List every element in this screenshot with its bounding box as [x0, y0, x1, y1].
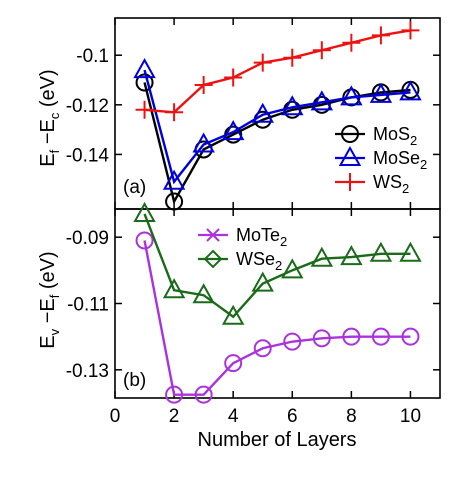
- data-point-MoTe2: [283, 332, 302, 351]
- data-point-MoTe2: [253, 339, 272, 358]
- x-tick-label: 6: [287, 406, 298, 427]
- data-point-MoTe2: [194, 385, 213, 404]
- data-point-MoTe2: [135, 231, 154, 250]
- data-point-WS2: [194, 75, 213, 94]
- series-line-MoS2: [143, 82, 411, 205]
- x-tick-label: 4: [228, 406, 239, 427]
- data-point-WSe2: [251, 271, 274, 292]
- data-point-WS2: [165, 103, 184, 122]
- panel-b-series: [133, 201, 422, 404]
- legend-label-WS2: WS2: [373, 172, 409, 196]
- panel-a-ticks: -0.14 -0.12 -0.1: [66, 18, 440, 209]
- panel-b-ylabel: Ev −Ef (eV): [37, 251, 62, 348]
- data-point-WS2: [342, 33, 361, 52]
- data-point-MoSe2: [310, 90, 334, 111]
- legend-marker-MoSe2: [338, 145, 362, 166]
- data-point-WSe2: [399, 241, 422, 262]
- panel-b-ticks: -0.13 -0.11 -0.09 0 2 4 6 8 10: [66, 209, 440, 427]
- data-point-MoTe2: [342, 327, 361, 346]
- legend-marker-WS2: [341, 173, 359, 191]
- data-point-MoSe2: [369, 82, 393, 103]
- panel-a-ylabel: Ef −Ec (eV): [37, 69, 62, 166]
- data-point-MoSe2: [281, 95, 304, 116]
- x-tick-label: 10: [400, 406, 421, 427]
- series-line-MoSe2: [143, 69, 411, 185]
- data-point-WS2: [283, 48, 302, 67]
- series-line-MoTe2: [143, 240, 411, 396]
- data-point-MoSe2: [192, 132, 215, 153]
- y-tick-label: -0.13: [66, 361, 109, 382]
- x-tick-label: 0: [110, 406, 121, 427]
- series-line-WS2: [144, 29, 411, 114]
- data-point-MoSe2: [162, 169, 186, 190]
- data-point-MoTe2: [371, 327, 390, 346]
- data-point-MoTe2: [224, 354, 243, 373]
- data-point-MoTe2: [401, 327, 420, 346]
- panel-b: -0.13 -0.11 -0.09 0 2 4 6 8 10 (b) Ev −Ef (eV) N…: [37, 201, 441, 451]
- data-point-MoSe2: [133, 58, 156, 79]
- x-axis-title: Number of Layers: [198, 429, 357, 451]
- data-point-WS2: [312, 41, 331, 60]
- y-tick-label: -0.14: [66, 145, 110, 166]
- data-point-WSe2: [221, 304, 245, 325]
- data-point-WSe2: [310, 246, 334, 267]
- data-point-WS2: [135, 100, 154, 119]
- data-point-WS2: [401, 21, 420, 40]
- panel-a: -0.14 -0.12 -0.1 (a) Ef −Ec (eV) MoS2MoSe2…: [37, 17, 441, 211]
- panel-a-label: (a): [123, 177, 146, 198]
- legend-marker-MoS2: [341, 125, 359, 143]
- data-point-WS2: [224, 68, 243, 87]
- data-point-MoTe2: [165, 385, 184, 404]
- data-point-WS2: [253, 53, 272, 72]
- legend-label-MoSe2: MoSe2: [373, 148, 427, 172]
- data-point-MoSe2: [340, 85, 363, 106]
- data-point-WSe2: [192, 283, 215, 304]
- data-point-WSe2: [369, 241, 393, 262]
- data-point-MoSe2: [221, 120, 245, 141]
- y-tick-label: -0.09: [66, 228, 109, 249]
- data-point-MoTe2: [312, 329, 331, 348]
- data-point-WS2: [371, 26, 390, 45]
- legend-marker-WSe2: [203, 249, 223, 269]
- data-point-MoSe2: [251, 102, 274, 123]
- data-point-MoSe2: [399, 80, 422, 101]
- legend-label-WSe2: WSe2: [236, 249, 282, 273]
- legend-label-MoS2: MoS2: [373, 124, 417, 148]
- panel-b-label: (b): [123, 370, 146, 391]
- y-tick-label: -0.12: [66, 96, 109, 117]
- data-point-WSe2: [340, 245, 363, 266]
- legend-marker-MoTe2: [206, 228, 220, 242]
- series-line-WSe2: [143, 213, 411, 319]
- legend-label-MoTe2: MoTe2: [236, 225, 287, 249]
- x-tick-label: 2: [169, 406, 180, 427]
- data-point-WSe2: [133, 201, 156, 222]
- data-point-WSe2: [281, 258, 304, 279]
- panel-a-series: [133, 21, 422, 211]
- data-point-WSe2: [162, 278, 186, 299]
- x-tick-label: 8: [346, 406, 357, 427]
- y-tick-label: -0.11: [67, 295, 109, 316]
- y-tick-label: -0.1: [76, 46, 109, 67]
